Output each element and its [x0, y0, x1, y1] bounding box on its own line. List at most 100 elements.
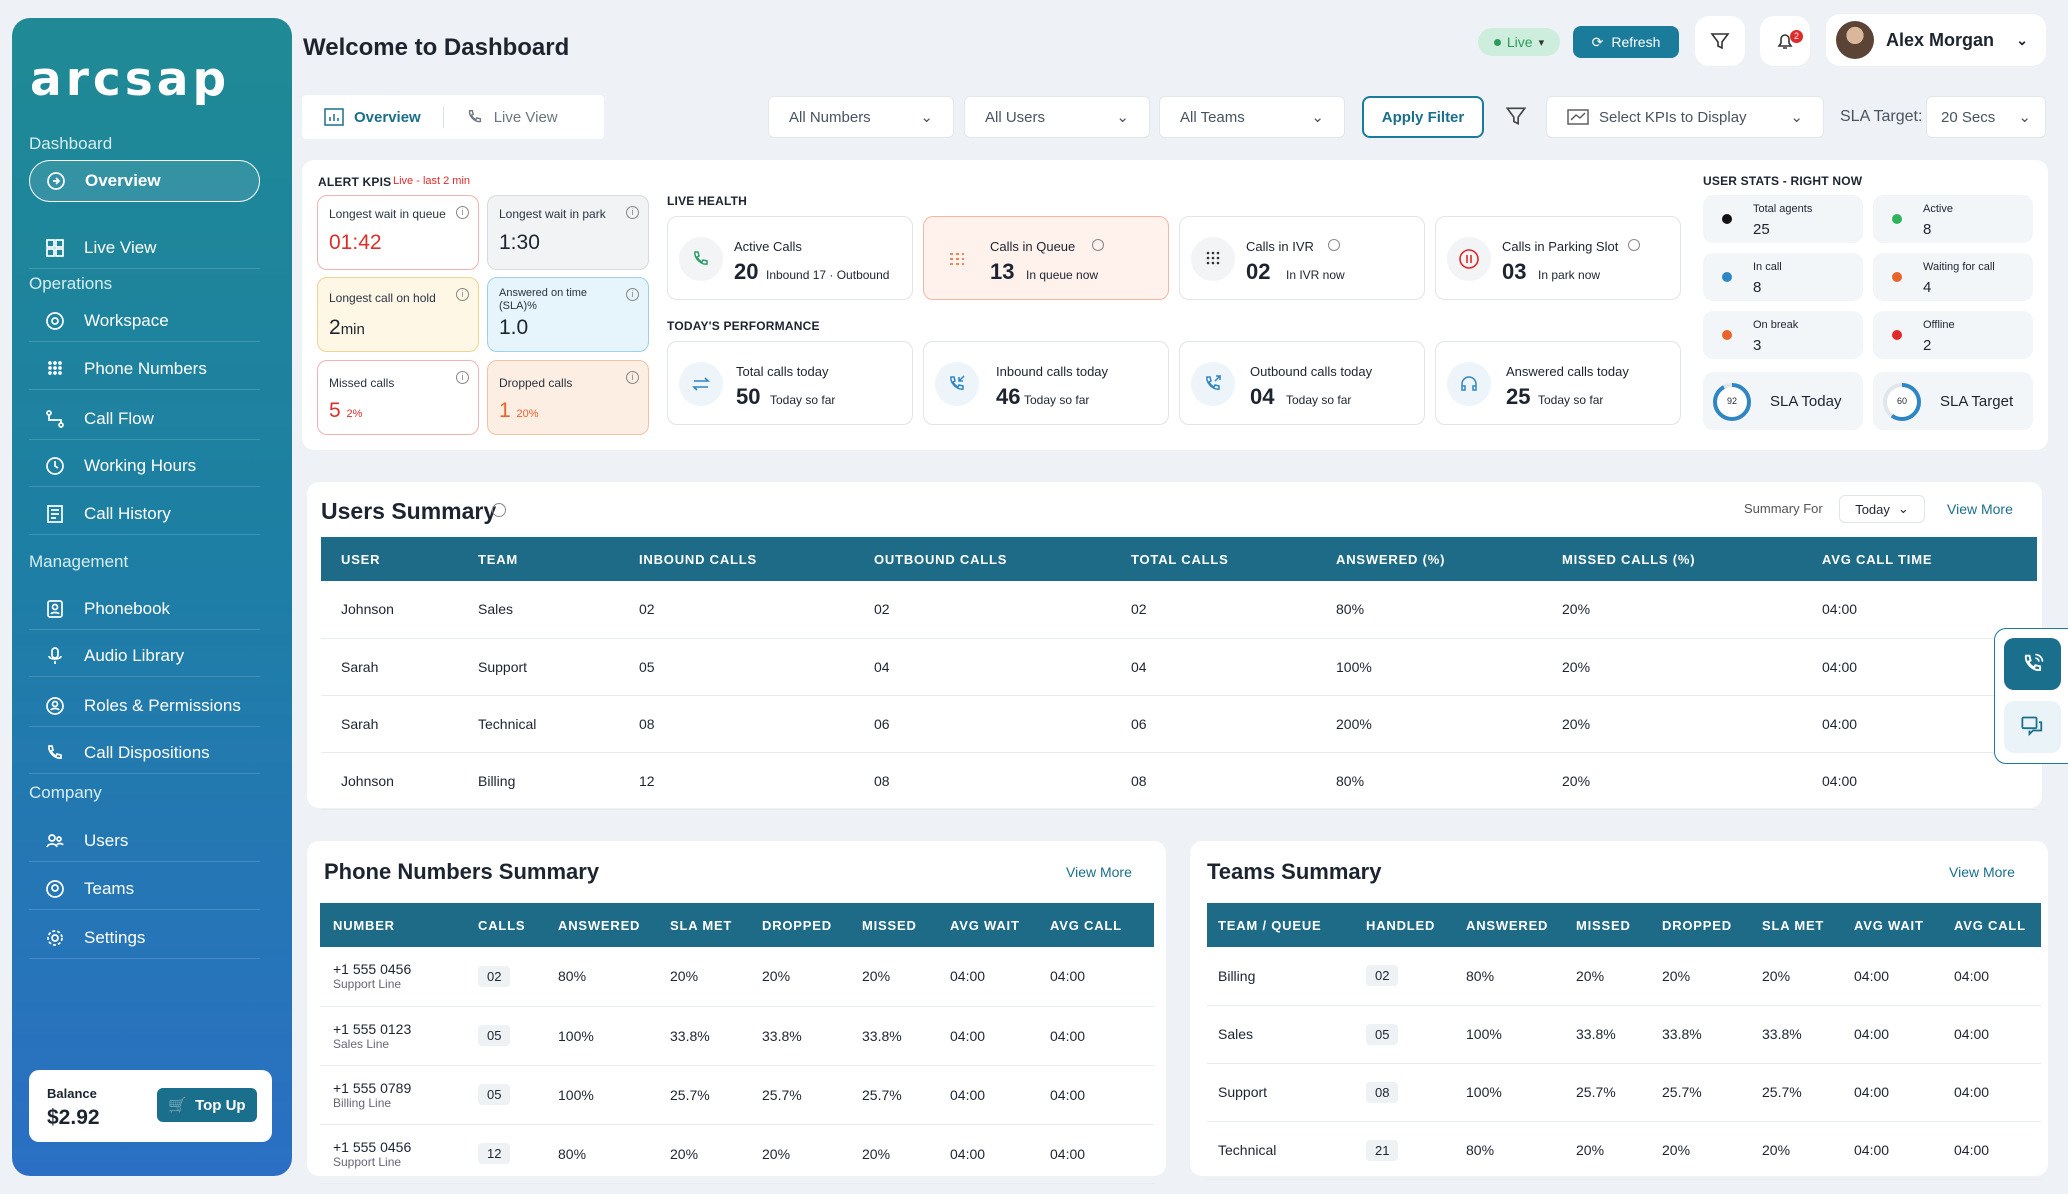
- info-icon: i: [626, 206, 639, 219]
- sidebar-item-phone-numbers[interactable]: Phone Numbers: [29, 348, 260, 390]
- kpi-missed-calls[interactable]: Missed calls i 5 2%: [317, 360, 479, 435]
- apply-filter-button[interactable]: Apply Filter: [1362, 96, 1484, 138]
- col-total[interactable]: TOTAL CALLS: [1111, 537, 1316, 581]
- col-missed[interactable]: MISSED: [1565, 903, 1651, 947]
- sidebar-item-settings[interactable]: Settings: [29, 917, 260, 959]
- users-view-more-link[interactable]: View More: [1947, 501, 2013, 517]
- top-up-button[interactable]: 🛒 Top Up: [157, 1088, 257, 1122]
- sidebar-item-working-hours[interactable]: Working Hours: [29, 445, 260, 487]
- sidebar-item-teams[interactable]: Teams: [29, 868, 260, 910]
- tab-overview[interactable]: Overview: [302, 95, 443, 139]
- col-sla-met[interactable]: SLA MET: [1751, 903, 1843, 947]
- sidebar-item-overview[interactable]: Overview: [29, 160, 260, 202]
- refresh-button[interactable]: ⟳ Refresh: [1573, 26, 1679, 58]
- users-dropdown[interactable]: All Users ⌄: [964, 96, 1150, 138]
- table-row[interactable]: Support 08 100% 25.7% 25.7% 25.7% 04:00 04:00: [1207, 1063, 2041, 1122]
- card-value: 04: [1250, 384, 1275, 409]
- col-avg-wait[interactable]: AVG WAIT: [1843, 903, 1943, 947]
- col-inbound[interactable]: INBOUND CALLS: [619, 537, 854, 581]
- sidebar-item-call-flow[interactable]: Call Flow: [29, 398, 260, 440]
- perf-answered-calls[interactable]: Answered calls today 25 Today so far: [1435, 341, 1681, 425]
- sla-target-dropdown[interactable]: 20 Secs ⌄: [1926, 96, 2046, 138]
- col-avg-call[interactable]: AVG CALL: [1037, 903, 1154, 947]
- table-cell: 80%: [545, 1124, 657, 1184]
- table-cell: 25.7%: [749, 1065, 849, 1125]
- filter-icon-button[interactable]: [1695, 16, 1745, 66]
- table-row[interactable]: +1 555 0123 Sales Line 05 100% 33.8% 33.8% 33.…: [320, 1006, 1154, 1066]
- table-row[interactable]: Billing 02 80% 20% 20% 20% 04:00 04:00: [1207, 947, 2041, 1006]
- col-calls[interactable]: CALLS: [465, 903, 545, 947]
- card-title: Total calls today: [736, 364, 829, 379]
- perf-inbound-calls[interactable]: Inbound calls today 46 Today so far: [923, 341, 1169, 425]
- kpi-selector[interactable]: Select KPIs to Display ⌄: [1546, 96, 1824, 138]
- live-active-calls[interactable]: Active Calls 20 Inbound 17 · Outbound: [667, 216, 913, 300]
- col-answered[interactable]: ANSWERED: [545, 903, 657, 947]
- col-number[interactable]: NUMBER: [320, 903, 465, 947]
- col-avg-wait[interactable]: AVG WAIT: [937, 903, 1037, 947]
- sidebar-item-call-history[interactable]: Call History: [29, 493, 260, 535]
- table-row[interactable]: Technical 21 80% 20% 20% 20% 04:00 04:00: [1207, 1121, 2041, 1180]
- number-cell: +1 555 0789 Billing Line: [320, 1065, 465, 1125]
- notifications-button[interactable]: 2: [1760, 16, 1810, 66]
- kpi-longest-wait-queue[interactable]: Longest wait in queue i 01:42: [317, 195, 479, 270]
- numbers-dropdown[interactable]: All Numbers ⌄: [768, 96, 954, 138]
- table-row[interactable]: Johnson Billing 12 08 08 80% 20% 04:00: [321, 752, 2037, 810]
- filter-icon[interactable]: [1504, 104, 1528, 133]
- teams-dropdown[interactable]: All Teams ⌄: [1159, 96, 1345, 138]
- col-answered[interactable]: ANSWERED: [1455, 903, 1565, 947]
- table-row[interactable]: +1 555 0456 Support Line 12 80% 20% 20% 20% 04:…: [320, 1124, 1154, 1184]
- table-row[interactable]: Sarah Support 05 04 04 100% 20% 04:00: [321, 638, 2037, 696]
- tab-live-view[interactable]: Live View: [444, 95, 580, 139]
- col-answered[interactable]: ANSWERED (%): [1316, 537, 1542, 581]
- sla-today-gauge: [1713, 383, 1751, 421]
- sidebar-item-users[interactable]: Users: [29, 820, 260, 862]
- table-row[interactable]: Sales 05 100% 33.8% 33.8% 33.8% 04:00 04:00: [1207, 1005, 2041, 1064]
- kpi-longest-wait-park[interactable]: Longest wait in park i 1:30: [487, 195, 649, 270]
- table-row[interactable]: Sarah Technical 08 06 06 200% 20% 04:00: [321, 695, 2037, 753]
- live-toggle[interactable]: Live ▾: [1478, 28, 1560, 56]
- kpi-answered-on-time[interactable]: Answered on time (SLA)% i 1.0: [487, 277, 649, 352]
- user-menu[interactable]: Alex Morgan ⌄: [1826, 14, 2046, 66]
- sidebar-item-dispositions[interactable]: Call Dispositions: [29, 732, 260, 774]
- dialer-button[interactable]: [2004, 638, 2061, 690]
- col-team[interactable]: TEAM: [458, 537, 619, 581]
- kpi-dropped-calls[interactable]: Dropped calls i 1 20%: [487, 360, 649, 435]
- calls-badge: 05: [478, 1084, 511, 1105]
- table-cell: 04:00: [1943, 1005, 2041, 1064]
- cell-value: 04:00: [950, 968, 986, 985]
- table-cell: 02: [854, 581, 1111, 639]
- sidebar-item-audio-library[interactable]: Audio Library: [29, 635, 260, 677]
- col-handled[interactable]: HANDLED: [1355, 903, 1455, 947]
- col-dropped[interactable]: DROPPED: [749, 903, 849, 947]
- sidebar-item-roles[interactable]: Roles & Permissions: [29, 685, 260, 727]
- col-missed[interactable]: MISSED: [849, 903, 937, 947]
- teams-view-more-link[interactable]: View More: [1949, 864, 2015, 880]
- col-avg-call[interactable]: AVG CALL: [1943, 903, 2041, 947]
- col-dropped[interactable]: DROPPED: [1651, 903, 1751, 947]
- table-row[interactable]: +1 555 0456 Support Line 02 80% 20% 20% 20% 04:…: [320, 947, 1154, 1007]
- sidebar-item-live-view[interactable]: Live View: [29, 227, 260, 269]
- kpi-longest-hold[interactable]: Longest call on hold i 2min: [317, 277, 479, 352]
- sidebar-item-workspace[interactable]: Workspace: [29, 300, 260, 342]
- live-calls-in-parking[interactable]: Calls in Parking Slot 03 In park now: [1435, 216, 1681, 300]
- live-calls-in-queue[interactable]: Calls in Queue 13 In queue now: [923, 216, 1169, 300]
- perf-outbound-calls[interactable]: Outbound calls today 04 Today so far: [1179, 341, 1425, 425]
- table-row[interactable]: Johnson Sales 02 02 02 80% 20% 04:00: [321, 581, 2037, 639]
- col-avg-call[interactable]: AVG CALL TIME: [1802, 537, 2037, 581]
- live-calls-in-ivr[interactable]: Calls in IVR 02 In IVR now: [1179, 216, 1425, 300]
- table-row[interactable]: +1 555 0789 Billing Line 05 100% 25.7% 25.7% 2…: [320, 1065, 1154, 1125]
- col-outbound[interactable]: OUTBOUND CALLS: [854, 537, 1111, 581]
- col-team-queue[interactable]: TEAM / QUEUE: [1207, 903, 1355, 947]
- col-missed[interactable]: MISSED CALLS (%): [1542, 537, 1802, 581]
- col-user[interactable]: USER: [321, 537, 458, 581]
- kpi-title: Dropped calls: [499, 376, 573, 390]
- sidebar-item-phonebook[interactable]: Phonebook: [29, 588, 260, 630]
- table-cell: 20%: [849, 1124, 937, 1184]
- summary-for-dropdown[interactable]: Today ⌄: [1839, 495, 1925, 523]
- perf-total-calls[interactable]: Total calls today 50 Today so far: [667, 341, 913, 425]
- phone-view-more-link[interactable]: View More: [1066, 864, 1132, 880]
- tab-label: Live View: [493, 108, 558, 126]
- sidebar-item-label: Live View: [84, 237, 157, 257]
- col-sla-met[interactable]: SLA MET: [657, 903, 749, 947]
- chat-button[interactable]: [2004, 701, 2061, 753]
